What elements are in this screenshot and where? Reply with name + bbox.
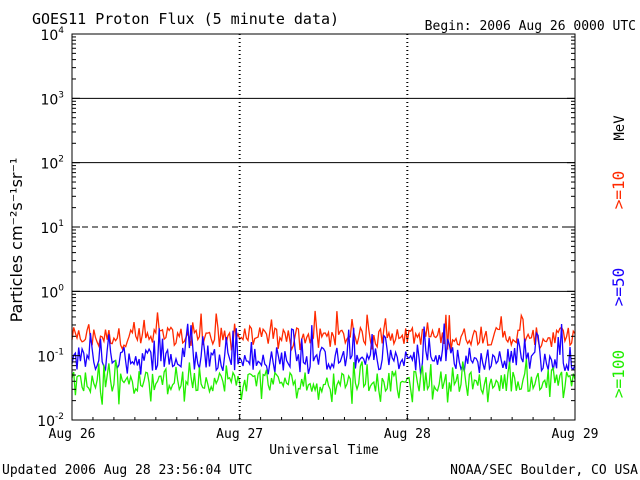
x-tick-label-3: Aug 29 <box>552 427 599 442</box>
legend-entry-2: >=100 <box>609 350 628 398</box>
legend-entry-1: >=50 <box>609 268 628 307</box>
legend: MeV >=10 >=50 >=100 <box>609 115 628 398</box>
begin-label: Begin: 2006 Aug 26 0000 UTC <box>425 19 636 34</box>
plot-series <box>71 310 576 405</box>
chart-title: GOES11 Proton Flux (5 minute data) <box>32 10 339 28</box>
source-label: NOAA/SEC Boulder, CO USA <box>450 463 638 478</box>
series-line-1 <box>71 323 576 376</box>
threshold-lines <box>72 97 575 292</box>
y-tick-label-6: 104 <box>40 26 64 44</box>
day-markers <box>238 34 409 420</box>
y-tick-label-2: 100 <box>40 283 64 301</box>
x-axis-label: Universal Time <box>269 443 379 458</box>
x-tick-label-2: Aug 28 <box>384 427 431 442</box>
series-line-0 <box>71 310 576 352</box>
x-tick-label-0: Aug 26 <box>49 427 96 442</box>
legend-entry-0: >=10 <box>609 171 628 210</box>
legend-unit: MeV <box>612 115 628 141</box>
y-axis-ticks: 10-2 10-1 100 101 102 103 104 <box>37 26 575 430</box>
y-tick-label-5: 103 <box>40 90 64 108</box>
x-axis-ticks: Aug 26 Aug 27 Aug 28 Aug 29 <box>49 414 599 442</box>
series-line-2 <box>71 358 576 405</box>
x-tick-label-1: Aug 27 <box>216 427 263 442</box>
y-tick-label-3: 101 <box>40 219 64 237</box>
y-tick-label-0: 10-2 <box>37 412 64 430</box>
y-tick-label-1: 10-1 <box>37 348 64 366</box>
y-tick-label-4: 102 <box>40 155 64 173</box>
updated-label: Updated 2006 Aug 28 23:56:04 UTC <box>2 463 252 478</box>
y-axis-label: Particles cm⁻²s⁻¹sr⁻¹ <box>7 158 26 323</box>
